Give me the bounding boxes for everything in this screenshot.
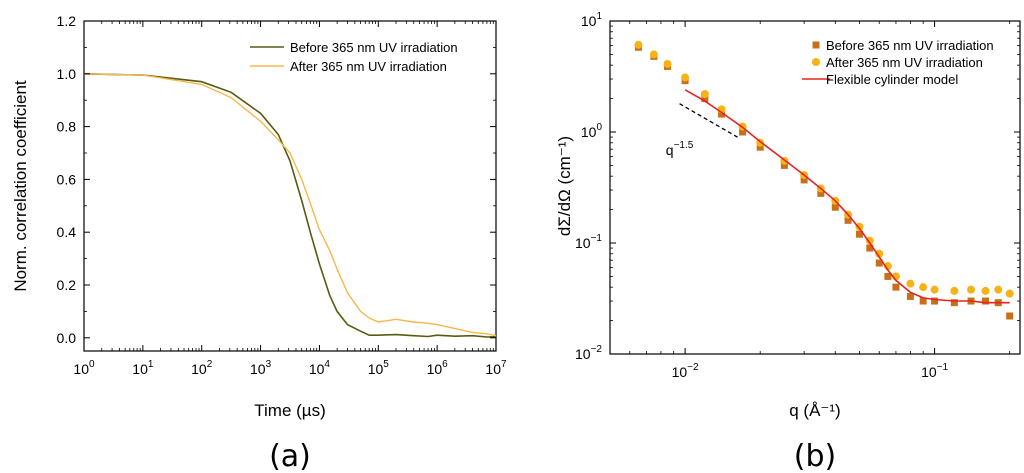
x-tick-label: 102: [191, 359, 213, 377]
y-tick-label: 0.6: [57, 171, 77, 187]
y-tick-label: 0.4: [57, 224, 77, 240]
x-tick-label: 107: [485, 359, 507, 377]
data-point-after-uv: [649, 50, 658, 59]
data-point-before-uv: [701, 95, 709, 103]
x-tick-label: 100: [73, 359, 95, 377]
data-point-before-uv: [884, 272, 892, 280]
panel-b-series: [634, 40, 1014, 320]
y-tick-label: 101: [581, 11, 603, 29]
data-point-before-uv: [817, 189, 825, 197]
data-point-after-uv: [930, 285, 939, 294]
plot-b-frame: [609, 20, 1021, 355]
panel-a: 100 101 102 103 104 105 106 107 0.0 0.2 0.4 0.6 0.8…: [11, 13, 507, 473]
data-point-before-uv: [931, 297, 939, 305]
y-tick-label: 1.2: [57, 13, 77, 29]
x-tick-label: 10−2: [672, 362, 699, 380]
slope-guide-line: [679, 103, 740, 139]
data-point-before-uv: [844, 216, 852, 224]
data-point-before-uv: [855, 230, 863, 238]
panel-a-x-axis-label: Time (µs): [254, 401, 326, 420]
data-point-after-uv: [700, 89, 709, 98]
legend-label: Flexible cylinder model: [826, 72, 958, 87]
y-tick-label: 10−1: [575, 233, 602, 251]
panel-a-y-ticks: 0.0 0.2 0.4 0.6 0.8 1.0 1.2: [57, 13, 496, 346]
data-point-after-uv: [967, 285, 976, 294]
y-tick-label: 0.8: [57, 119, 77, 135]
data-point-after-uv: [855, 222, 864, 231]
data-point-before-uv: [866, 244, 874, 252]
y-tick-label: 10−2: [575, 344, 602, 362]
data-point-before-uv: [780, 161, 788, 169]
data-point-after-uv: [875, 249, 884, 258]
series-line-after-uv: [83, 73, 497, 337]
data-point-after-uv: [906, 279, 915, 288]
data-point-before-uv: [1006, 312, 1014, 320]
panel-a-caption: (a): [269, 439, 311, 473]
y-tick-label: 0.2: [57, 277, 77, 293]
data-point-after-uv: [1005, 289, 1014, 298]
data-point-after-uv: [865, 236, 874, 245]
panel-b-annotation: q−1.5: [666, 103, 740, 158]
data-point-after-uv: [981, 286, 990, 295]
x-tick-label: 105: [368, 359, 390, 377]
x-tick-label: 10−1: [921, 362, 948, 380]
data-point-before-uv: [756, 143, 764, 151]
panel-b-legend: Before 365 nm UV irradiation After 365 nm…: [802, 38, 994, 87]
x-tick-label: 101: [132, 359, 154, 377]
panel-a-y-axis-label: Norm. correlation coefficient: [11, 80, 30, 292]
panel-a-x-ticks: 100 101 102 103 104 105 106 107: [73, 21, 507, 377]
legend-label: Before 365 nm UV irradiation: [826, 38, 994, 53]
x-tick-label: 104: [309, 359, 331, 377]
data-point-after-uv: [634, 40, 643, 49]
panel-b: 10−2 10−1 10−2 10−1 100 101 Before 365 nm UV…: [555, 11, 1021, 473]
data-point-before-uv: [875, 259, 883, 267]
data-point-before-uv: [919, 297, 927, 305]
legend-swatch: [812, 58, 820, 66]
legend-swatch: [812, 41, 820, 49]
data-point-before-uv: [718, 110, 726, 118]
x-tick-label: 106: [427, 359, 449, 377]
data-point-before-uv: [906, 292, 914, 300]
y-tick-label: 0.0: [57, 330, 77, 346]
data-point-before-uv: [800, 176, 808, 184]
data-point-after-uv: [950, 286, 959, 295]
panel-b-y-axis-label: dΣ/dΩ (cm⁻¹): [555, 136, 574, 236]
panel-a-legend: Before 365 nm UV irradiation After 365 nm…: [250, 40, 458, 74]
data-point-before-uv: [981, 297, 989, 305]
data-point-after-uv: [994, 285, 1003, 294]
series-line-flexible-cylinder-model: [684, 89, 1010, 304]
panel-b-y-ticks: 10−2 10−1 100 101: [575, 11, 1020, 362]
slope-annotation-label: q−1.5: [666, 140, 694, 158]
legend-label: Before 365 nm UV irradiation: [290, 40, 458, 55]
data-point-after-uv: [681, 73, 690, 82]
series-line-before-uv: [83, 73, 497, 338]
data-point-before-uv: [950, 299, 958, 307]
data-point-before-uv: [739, 128, 747, 136]
panel-b-x-ticks: 10−2 10−1: [609, 21, 1011, 380]
plot-a-frame: [83, 20, 497, 352]
y-tick-label: 100: [581, 122, 603, 140]
y-tick-label: 1.0: [57, 66, 77, 82]
panel-b-caption: (b): [794, 439, 836, 473]
x-tick-label: 103: [250, 359, 272, 377]
data-point-before-uv: [892, 283, 900, 291]
legend-label: After 365 nm UV irradiation: [826, 55, 983, 70]
data-point-before-uv: [831, 203, 839, 211]
data-point-after-uv: [663, 59, 672, 68]
data-point-after-uv: [919, 283, 928, 292]
panel-a-series: [83, 73, 497, 338]
panel-b-x-axis-label: q (Å⁻¹): [789, 401, 840, 420]
legend-label: After 365 nm UV irradiation: [290, 59, 447, 74]
